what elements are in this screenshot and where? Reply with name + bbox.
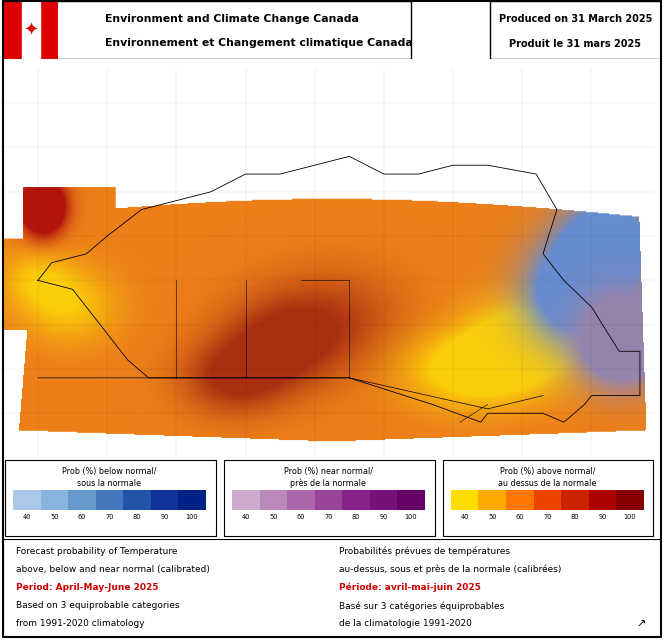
Bar [443,460,653,536]
Text: 60: 60 [515,515,524,520]
Text: Prob (%) below normal/: Prob (%) below normal/ [62,467,157,476]
Text: 60: 60 [78,515,86,520]
Text: 90: 90 [598,515,606,520]
Bar [13,490,41,511]
Bar [5,460,216,536]
Bar [224,460,434,536]
Text: Based on 3 equiprobable categories: Based on 3 equiprobable categories [17,601,180,610]
Bar [151,490,178,511]
Text: 70: 70 [105,515,114,520]
Bar [315,490,342,511]
Text: above, below and near normal (calibrated): above, below and near normal (calibrated… [17,565,210,574]
Text: 100: 100 [404,515,417,520]
Text: Probabilités prévues de températures: Probabilités prévues de températures [339,547,509,556]
Bar [3,1,411,59]
Text: 50: 50 [50,515,58,520]
Bar [178,490,206,511]
Bar [479,490,506,511]
Text: 90: 90 [379,515,388,520]
Bar [40,1,58,59]
Bar [616,490,643,511]
Text: from 1991-2020 climatology: from 1991-2020 climatology [17,619,145,628]
Text: Environnement et Changement climatique Canada: Environnement et Changement climatique C… [105,38,413,48]
Bar [370,490,397,511]
Bar [232,490,260,511]
Text: 80: 80 [133,515,141,520]
Text: ✦: ✦ [23,21,39,39]
Text: Environment and Climate Change Canada: Environment and Climate Change Canada [105,13,359,24]
Text: 80: 80 [352,515,360,520]
Bar [287,490,315,511]
Text: 60: 60 [297,515,305,520]
Bar [260,490,287,511]
Bar [124,490,151,511]
Bar [534,490,561,511]
Bar [588,490,616,511]
Text: de la climatologie 1991-2020: de la climatologie 1991-2020 [339,619,471,628]
Bar [506,490,534,511]
Text: 50: 50 [488,515,497,520]
Bar [41,490,68,511]
Bar [68,490,96,511]
Text: Prob (%) near normal/: Prob (%) near normal/ [284,467,373,476]
Text: 70: 70 [324,515,333,520]
Text: 40: 40 [461,515,469,520]
Text: 90: 90 [160,515,169,520]
Bar [490,1,661,59]
Text: au dessus de la normale: au dessus de la normale [498,479,596,488]
Text: Prob (%) above normal/: Prob (%) above normal/ [499,467,595,476]
Text: sous la normale: sous la normale [78,479,141,488]
Bar [397,490,425,511]
Bar [342,490,370,511]
Bar [451,490,479,511]
Text: Produced on 31 March 2025: Produced on 31 March 2025 [499,13,652,24]
Text: ↗: ↗ [636,620,645,630]
Text: Produit le 31 mars 2025: Produit le 31 mars 2025 [509,40,641,49]
Text: 50: 50 [269,515,278,520]
Text: 100: 100 [186,515,199,520]
Bar [3,1,22,59]
Text: près de la normale: près de la normale [290,479,367,488]
Bar [96,490,124,511]
Text: 40: 40 [23,515,31,520]
Text: 40: 40 [242,515,250,520]
Text: 100: 100 [623,515,636,520]
Text: Basé sur 3 catégories équiprobables: Basé sur 3 catégories équiprobables [339,601,504,611]
Bar [561,490,588,511]
Text: au-dessus, sous et près de la normale (calibrées): au-dessus, sous et près de la normale (c… [339,565,561,574]
Bar [22,1,40,59]
Text: 70: 70 [543,515,552,520]
Text: Forecast probability of Temperature: Forecast probability of Temperature [17,547,178,556]
Text: Période: avril-mai-juin 2025: Période: avril-mai-juin 2025 [339,583,481,593]
Text: Period: April-May-June 2025: Period: April-May-June 2025 [17,583,159,592]
Text: 80: 80 [570,515,579,520]
